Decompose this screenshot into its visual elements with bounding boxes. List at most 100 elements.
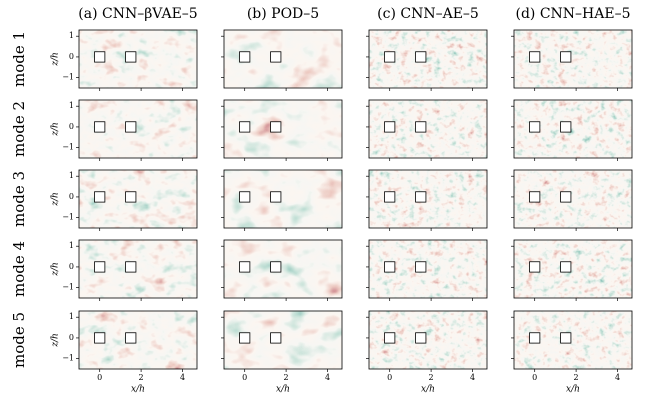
y-tick-label: 0 [69,333,74,342]
cylinder [384,261,396,273]
panel-frame [513,169,633,229]
x-tick-label: 2 [429,373,434,382]
panel-frame [513,99,633,159]
cylinder [415,191,427,203]
cylinder [415,261,427,273]
y-tick-label: 0 [69,52,74,61]
cylinder [560,121,572,133]
cylinder [125,51,137,63]
x-axis-label: x/h [276,385,290,395]
x-tick-label: 2 [574,373,579,382]
cylinder [94,332,106,344]
panel-frame [368,169,488,229]
cylinder [560,51,572,63]
y-axis-label: z/h [51,262,61,277]
x-tick-label: 2 [139,373,144,382]
x-axis-label: x/h [421,385,435,395]
y-tick-label: −1 [62,354,74,363]
y-tick-label: 1 [69,241,74,250]
cylinder [384,332,396,344]
cylinder [125,191,137,203]
x-tick-label: 0 [97,373,102,382]
cylinder [529,51,541,63]
cylinder [270,261,282,273]
cylinder [415,51,427,63]
cylinder [239,332,251,344]
row-label: mode 2 [10,101,28,157]
panel-frame [368,239,488,299]
x-axis-label: x/h [131,385,145,395]
cylinder [560,191,572,203]
y-tick-label: −1 [62,73,74,82]
x-tick-label: 0 [242,373,247,382]
x-tick-label: 0 [387,373,392,382]
row-label: mode 5 [10,312,28,368]
panel-frame [368,310,488,370]
panel-frame [78,29,198,89]
y-axis-label: z/h [51,52,61,67]
panel-frame [223,310,343,370]
x-tick-label: 0 [532,373,537,382]
cylinder [94,191,106,203]
row-label: mode 1 [10,31,28,87]
y-tick-label: 1 [69,171,74,180]
x-tick-label: 2 [284,373,289,382]
y-tick-label: 0 [69,192,74,201]
cylinder [125,121,137,133]
panel-frame [78,169,198,229]
cylinder [384,121,396,133]
cylinder [94,121,106,133]
cylinder [560,261,572,273]
cylinder [529,191,541,203]
cylinder [125,332,137,344]
cylinder [125,261,137,273]
panel-frame [368,99,488,159]
y-tick-label: −1 [62,283,74,292]
cylinder [415,121,427,133]
cylinder [94,261,106,273]
y-axis-label: z/h [51,333,61,348]
panel-frame [223,169,343,229]
panel-frame [368,29,488,89]
x-tick-label: 4 [325,373,330,382]
column-title: (a) CNN–βVAE–5 [78,6,197,22]
cylinder [384,51,396,63]
panel-frame [78,99,198,159]
cylinder [270,51,282,63]
cylinder [94,51,106,63]
row-label: mode 4 [10,241,28,297]
x-axis-label: x/h [566,385,580,395]
row-label: mode 3 [10,171,28,227]
cylinder [239,121,251,133]
cylinder [239,51,251,63]
cylinder [384,191,396,203]
panel-frame [223,29,343,89]
panel-frame [223,99,343,159]
panel-frame [78,310,198,370]
panel-frame [223,239,343,299]
column-title: (b) POD–5 [247,6,319,22]
cylinder [239,261,251,273]
cylinder [415,332,427,344]
y-tick-label: −1 [62,213,74,222]
cylinder [529,261,541,273]
column-title: (d) CNN–HAE–5 [516,6,631,22]
cylinder [529,121,541,133]
x-tick-label: 4 [615,373,620,382]
cylinder [270,191,282,203]
y-axis-label: z/h [51,122,61,137]
panel-frame [513,310,633,370]
y-tick-label: 1 [69,101,74,110]
y-tick-label: 0 [69,262,74,271]
y-tick-label: 0 [69,122,74,131]
panel-frame [78,239,198,299]
y-tick-label: 1 [69,31,74,40]
cylinder [239,191,251,203]
column-title: (c) CNN–AE–5 [377,6,479,22]
panel-frame [513,239,633,299]
cylinder [560,332,572,344]
y-axis-label: z/h [51,192,61,207]
cylinder [529,332,541,344]
cylinder [270,332,282,344]
